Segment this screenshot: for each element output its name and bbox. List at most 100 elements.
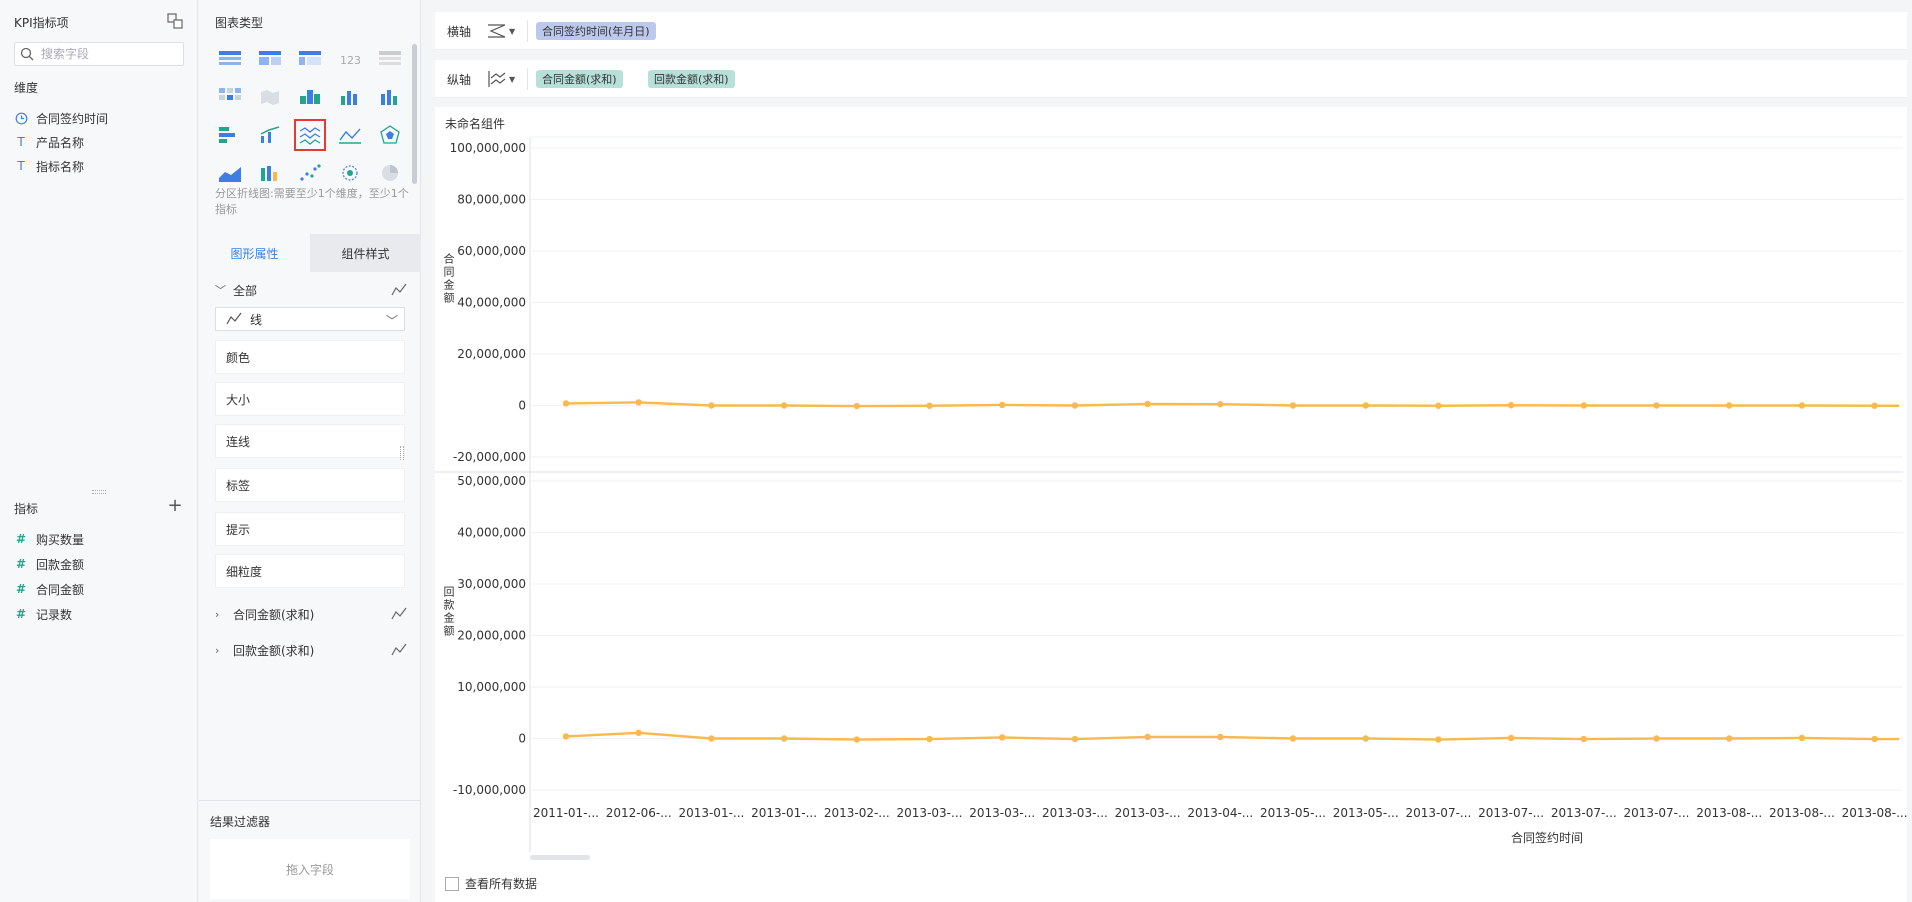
y-axis-type-dropdown[interactable]: ▼	[487, 69, 521, 89]
x-tick-label: 2013-03-...	[1115, 806, 1181, 820]
data-point	[1726, 402, 1733, 409]
stacked-bar-icon[interactable]	[295, 82, 325, 112]
all-group-row[interactable]: ﹀ 全部	[215, 280, 407, 300]
color-property[interactable]: 颜色	[215, 340, 405, 374]
waterfall-chart-icon[interactable]	[255, 158, 285, 188]
y-axis-title: 金	[444, 611, 455, 625]
granularity-property[interactable]: 细粒度	[215, 554, 405, 588]
chart-config-panel: 图表类型 123 分区折线图	[199, 0, 421, 902]
view-all-data-checkbox[interactable]	[445, 876, 459, 891]
component-title: 未命名组件	[445, 117, 506, 131]
bubble-chart-icon[interactable]	[335, 158, 365, 188]
measure-item[interactable]: # 记录数	[14, 604, 72, 624]
data-point	[1362, 735, 1369, 742]
cross-table-icon[interactable]	[295, 44, 325, 74]
data-point	[780, 735, 788, 742]
x-tick-label: 2013-01-...	[678, 806, 744, 820]
data-point	[562, 400, 570, 407]
data-point	[999, 401, 1006, 409]
measure-item[interactable]: # 合同金额	[14, 579, 84, 599]
data-point	[1144, 400, 1151, 408]
view-all-data-row[interactable]: 查看所有数据	[445, 875, 537, 892]
data-point	[1580, 735, 1588, 743]
y-tick-label: 60,000,000	[457, 244, 526, 258]
x-tick-label: 2013-03-...	[897, 806, 963, 820]
series-group-label: 合同金额(求和)	[233, 607, 315, 622]
search-box[interactable]	[14, 42, 184, 66]
table-chart-icon[interactable]	[215, 44, 245, 74]
radar-chart-icon[interactable]	[375, 120, 405, 150]
measure-item[interactable]: # 回款金额	[14, 554, 84, 574]
data-point	[635, 729, 642, 737]
map-chart-icon[interactable]	[255, 82, 285, 112]
dimension-item[interactable]: T 产品名称	[14, 132, 84, 152]
line-chart-icon[interactable]	[335, 120, 365, 150]
grouped-bar-icon[interactable]	[335, 82, 365, 112]
line-mark-icon	[391, 283, 407, 296]
filter-drop-zone[interactable]: 拖入字段	[210, 839, 410, 899]
search-icon	[20, 47, 34, 61]
size-property[interactable]: 大小	[215, 382, 405, 416]
y-axis-field-pill[interactable]: 合同金额(求和)	[536, 70, 623, 88]
y-axis-title: 同	[444, 266, 455, 279]
chart-type-hint: 分区折线图:需要至少1个维度，至少1个指标	[215, 187, 409, 216]
chart-type-scrollbar[interactable]	[412, 44, 417, 184]
y-axis-title: 金	[444, 278, 455, 292]
mark-type-value: 线	[250, 312, 263, 327]
heatmap-table-icon[interactable]	[215, 82, 245, 112]
x-tick-label: 2013-05-...	[1260, 806, 1326, 820]
y-axis-title: 款	[444, 598, 455, 612]
y-tick-label: 100,000,000	[450, 141, 526, 155]
tab-graphic-properties[interactable]: 图形属性	[199, 234, 310, 272]
add-measure-button[interactable]: +	[167, 495, 183, 516]
view-all-data-label: 查看所有数据	[465, 877, 538, 891]
y-axis-field-pill[interactable]: 回款金额(求和)	[648, 70, 735, 88]
dimension-item[interactable]: 合同签约时间	[14, 108, 108, 128]
series-group-row[interactable]: › 合同金额(求和)	[215, 604, 407, 624]
area-chart-icon[interactable]	[215, 158, 245, 188]
property-tabs: 图形属性 组件样式	[199, 234, 421, 272]
x-axis-type-dropdown[interactable]: ▼	[487, 21, 521, 41]
y-tick-label: 40,000,000	[457, 526, 526, 540]
scatter-chart-icon[interactable]	[295, 158, 325, 188]
x-axis-field-pill[interactable]: 合同签约时间(年月日)	[536, 22, 656, 40]
mark-type-select[interactable]: 线 ﹀	[215, 307, 405, 331]
horizontal-bar-icon[interactable]	[215, 120, 245, 150]
number-type-icon: #	[15, 557, 27, 571]
dimension-label: 合同签约时间	[36, 111, 109, 126]
data-point	[1362, 402, 1369, 409]
tooltip-property[interactable]: 提示	[215, 512, 405, 546]
measures-label: 指标	[14, 502, 39, 516]
measure-item[interactable]: # 购买数量	[14, 529, 84, 549]
connect-line-property[interactable]: 连线	[215, 424, 405, 458]
series-group-row[interactable]: › 回款金额(求和)	[215, 640, 407, 660]
line-mark-icon	[391, 643, 407, 656]
x-tick-label: 2013-08-...	[1769, 806, 1835, 820]
data-point	[1798, 402, 1806, 409]
label-property[interactable]: 标签	[215, 468, 405, 502]
detail-table-icon[interactable]	[375, 44, 405, 74]
switch-dataset-icon[interactable]	[167, 13, 183, 29]
panel-resize-handle[interactable]	[92, 490, 106, 494]
x-tick-label: 2013-07-...	[1551, 806, 1617, 820]
search-input[interactable]	[41, 46, 179, 62]
pie-chart-icon[interactable]	[375, 158, 405, 188]
grouped-table-icon[interactable]	[255, 44, 285, 74]
partition-line-chart-icon[interactable]	[294, 119, 326, 151]
dimension-item[interactable]: T 指标名称	[14, 156, 84, 176]
data-point	[1798, 734, 1806, 742]
data-point	[1871, 402, 1878, 409]
data-point	[999, 734, 1006, 741]
data-point	[1217, 733, 1224, 741]
data-point	[1507, 734, 1515, 742]
tab-component-style[interactable]: 组件样式	[310, 234, 421, 272]
x-tick-label: 2013-04-...	[1187, 806, 1253, 820]
kpi-number-icon[interactable]: 123	[335, 44, 365, 74]
bar-chart-icon[interactable]	[375, 82, 405, 112]
field-panel: KPI指标项 维度 合同签约时间 T 产品名称 T 指标名称	[0, 0, 198, 902]
panel-resize-handle[interactable]	[400, 446, 404, 460]
x-tick-label: 2013-08-...	[1842, 806, 1907, 820]
combo-chart-icon[interactable]	[255, 120, 285, 150]
text-type-icon: T	[17, 135, 25, 149]
data-point	[853, 736, 860, 743]
